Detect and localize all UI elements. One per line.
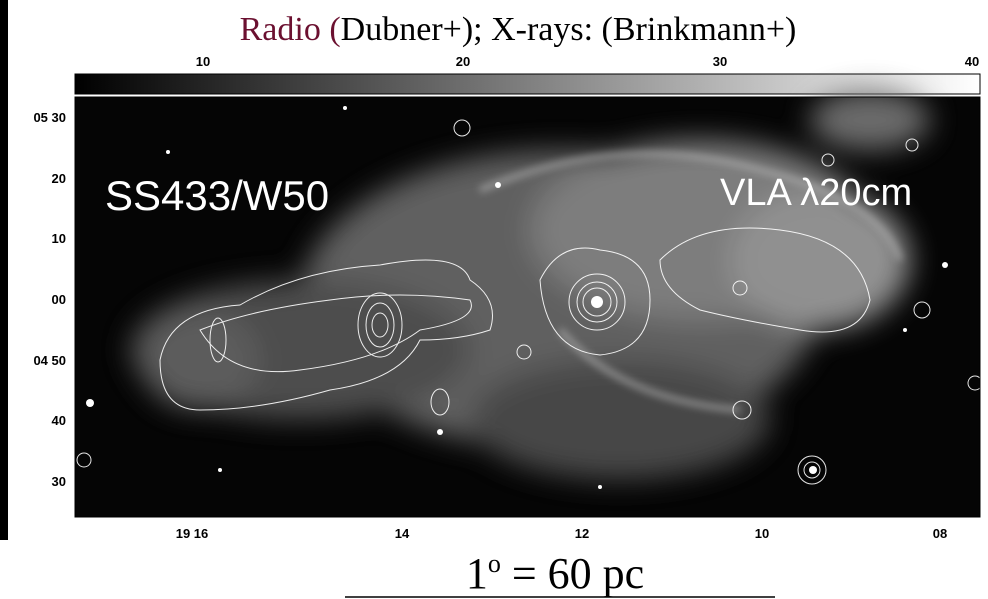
- y-tick-label: 00: [52, 292, 66, 307]
- x-tick-label: 14: [395, 526, 410, 541]
- colorbar: [75, 74, 980, 94]
- x-tick-label: 10: [755, 526, 769, 541]
- x-tick-label: 12: [575, 526, 589, 541]
- y-tick-label: 05 30: [33, 110, 66, 125]
- y-ticks: 05 30 20 10 00 04 50 40 30: [33, 110, 66, 489]
- title: Radio (Dubner+); X-rays: (Brinkmann+): [240, 11, 797, 48]
- y-tick-label: 04 50: [33, 353, 66, 368]
- figure: Radio (Dubner+); X-rays: (Brinkmann+) 10…: [0, 0, 988, 599]
- colorbar-tick: 30: [713, 54, 727, 69]
- y-tick-label: 10: [52, 231, 66, 246]
- colorbar-tick: 20: [456, 54, 470, 69]
- x-ticks: 19 16 14 12 10 08: [176, 526, 948, 541]
- object-label: SS433/W50: [105, 172, 329, 219]
- colorbar-tick: 40: [965, 54, 979, 69]
- instrument-label: VLA λ20cm: [720, 172, 912, 214]
- y-tick-label: 40: [52, 413, 66, 428]
- scale-label: 1o = 60 pc: [466, 549, 644, 598]
- colorbar-ticks: 10 20 30 40: [196, 54, 979, 69]
- edge-bar: [0, 0, 8, 540]
- y-tick-label: 30: [52, 474, 66, 489]
- colorbar-tick: 10: [196, 54, 210, 69]
- y-tick-label: 20: [52, 171, 66, 186]
- sky-image: SS433/W50 VLA λ20cm: [75, 90, 982, 517]
- x-tick-label: 08: [933, 526, 947, 541]
- x-tick-label: 19 16: [176, 526, 209, 541]
